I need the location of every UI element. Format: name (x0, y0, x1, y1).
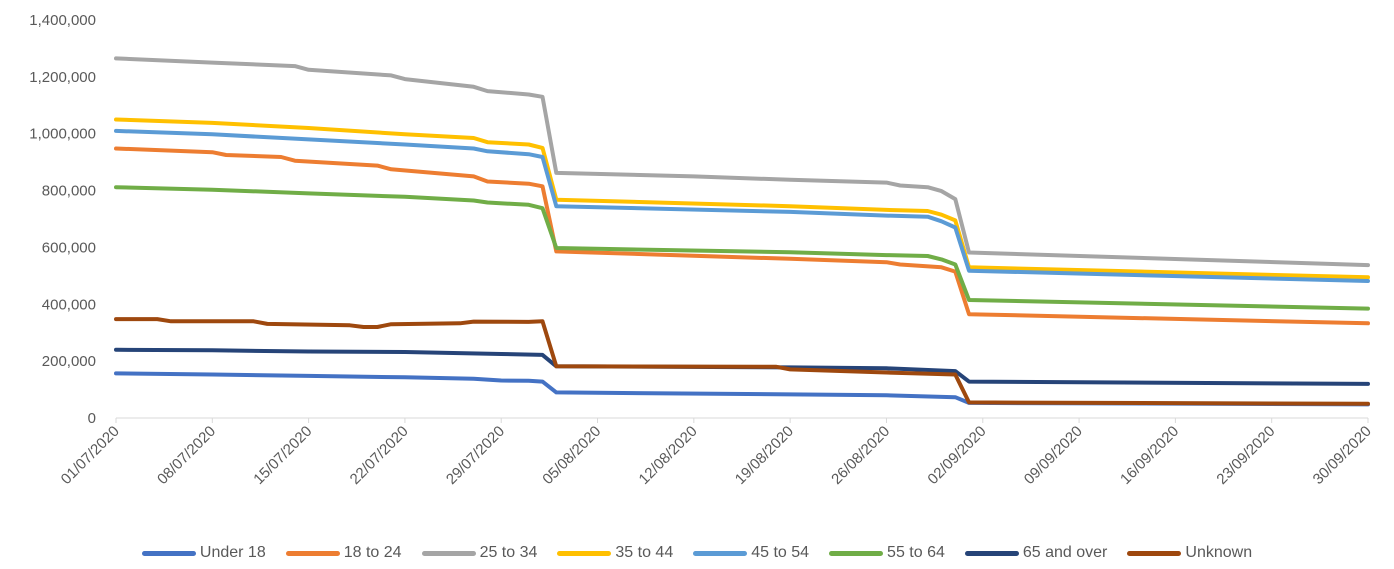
x-tick-label: 26/08/2020 (828, 423, 893, 488)
plot-area (114, 56, 1370, 407)
y-tick-label: 200,000 (42, 353, 96, 370)
x-tick-label: 05/08/2020 (539, 423, 604, 488)
legend: Under 18 18 to 24 25 to 34 35 to 44 45 to 54… (0, 540, 1394, 566)
x-tick-label: 19/08/2020 (732, 423, 797, 488)
y-tick-label: 1,400,000 (29, 12, 96, 29)
x-tick-label: 16/09/2020 (1117, 423, 1182, 488)
x-tick-label: 02/09/2020 (924, 423, 989, 488)
legend-item: Under 18 (141, 544, 266, 562)
legend-swatch (829, 550, 884, 556)
series-line-35-to-44 (114, 117, 1370, 280)
x-tick-label: 22/07/2020 (347, 423, 412, 488)
legend-label: 45 to 54 (751, 544, 810, 561)
x-tick-label: 12/08/2020 (636, 423, 701, 488)
legend-item: 25 to 34 (421, 544, 538, 562)
x-tick-label: 30/09/2020 (1310, 423, 1375, 488)
series-line-55-to-64 (114, 185, 1370, 311)
legend-item: 18 to 24 (285, 544, 402, 562)
x-tick-label: 08/07/2020 (154, 423, 219, 488)
y-tick-label: 600,000 (42, 239, 96, 256)
x-axis: 01/07/2020 08/07/2020 15/07/2020 22/07/2020… (58, 417, 1375, 488)
x-tick-label: 29/07/2020 (443, 423, 508, 488)
legend-swatch (1127, 550, 1182, 556)
y-tick-label: 1,000,000 (29, 126, 96, 143)
legend-swatch (964, 550, 1019, 556)
legend-label: 55 to 64 (887, 544, 945, 561)
x-tick-label: 01/07/2020 (58, 423, 123, 488)
legend-swatch (421, 550, 476, 556)
legend-swatch (557, 550, 612, 556)
y-tick-label: 0 (88, 410, 96, 427)
legend-label: 25 to 34 (479, 544, 538, 561)
series-line-25-to-34 (114, 56, 1370, 268)
x-tick-label: 15/07/2020 (250, 423, 315, 488)
x-tick-label: 09/09/2020 (1021, 423, 1086, 488)
legend-label: Unknown (1185, 544, 1253, 561)
legend-item: 35 to 44 (557, 544, 673, 562)
legend-label: 35 to 44 (615, 544, 674, 561)
legend-item: 45 to 54 (693, 544, 809, 562)
legend-item: 55 to 64 (829, 544, 945, 562)
legend-item: Unknown (1127, 544, 1252, 562)
series-line-unknown (114, 317, 1370, 406)
series-line-45-to-54 (114, 128, 1370, 283)
y-tick-label: 400,000 (42, 296, 96, 313)
series-line-under-18 (114, 371, 1370, 407)
y-tick-label: 1,200,000 (29, 69, 96, 86)
legend-label: 18 to 24 (343, 544, 402, 561)
legend-swatch (285, 550, 340, 556)
y-axis: 0 200,000 400,000 600,000 800,000 1,000,000 1,… (29, 12, 96, 427)
legend-label: Under 18 (199, 544, 266, 561)
legend-swatch (141, 550, 196, 556)
y-tick-label: 800,000 (42, 183, 96, 200)
x-tick-label: 23/09/2020 (1213, 423, 1278, 488)
legend-swatch (693, 550, 748, 556)
series-line-65-and-over (114, 347, 1370, 386)
legend-item: 65 and over (964, 544, 1108, 562)
legend-label: 65 and over (1022, 544, 1108, 561)
line-chart: 0 200,000 400,000 600,000 800,000 1,000,000 1,… (29, 12, 1375, 488)
series-line-18-to-24 (114, 146, 1370, 326)
